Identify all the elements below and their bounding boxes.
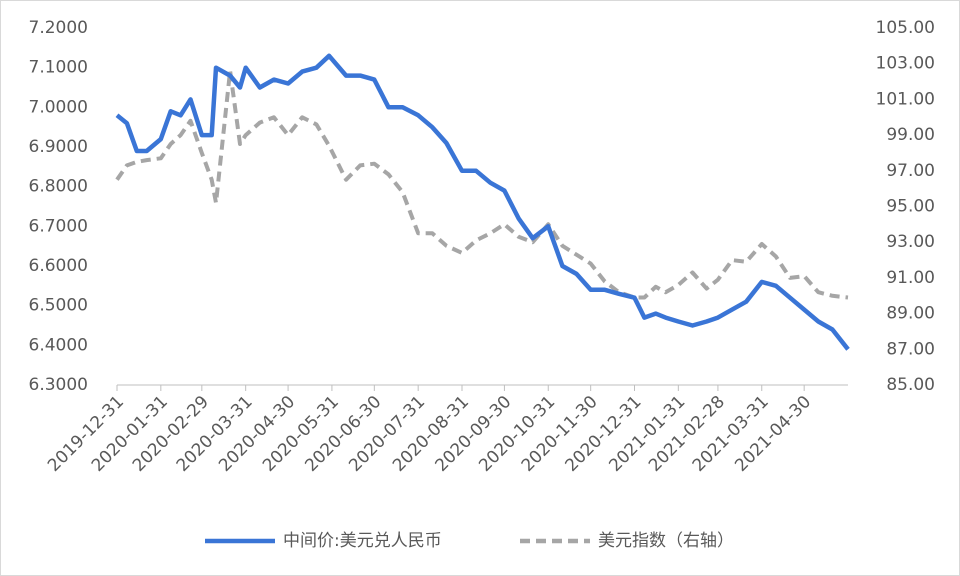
y2-tick-label: 95.00 [886,197,935,217]
y-tick-label: 6.9000 [29,137,88,157]
y2-tick-label: 101.00 [876,89,935,109]
legend-label: 美元指数（右轴） [598,531,734,551]
y-tick-label: 7.0000 [29,97,88,117]
y2-tick-label: 85.00 [886,375,935,395]
y-tick-label: 7.2000 [29,18,88,38]
y-tick-label: 6.4000 [29,335,88,355]
y2-tick-label: 87.00 [886,339,935,359]
y2-tick-label: 89.00 [886,304,935,324]
y2-tick-label: 105.00 [876,18,935,38]
y2-tick-label: 99.00 [886,125,935,145]
y-tick-label: 6.5000 [29,296,88,316]
y-tick-label: 6.6000 [29,256,88,276]
series-line [115,68,849,300]
y-tick-label: 7.1000 [29,58,88,78]
y2-tick-label: 97.00 [886,161,935,181]
y-tick-label: 6.3000 [29,375,88,395]
y-tick-label: 6.7000 [29,216,88,236]
legend-label: 中间价:美元兑人民币 [283,531,442,551]
y2-tick-label: 103.00 [876,54,935,74]
y-tick-label: 6.8000 [29,177,88,197]
y2-tick-label: 93.00 [886,232,935,252]
y2-tick-label: 91.00 [886,268,935,288]
series-line [115,53,850,351]
